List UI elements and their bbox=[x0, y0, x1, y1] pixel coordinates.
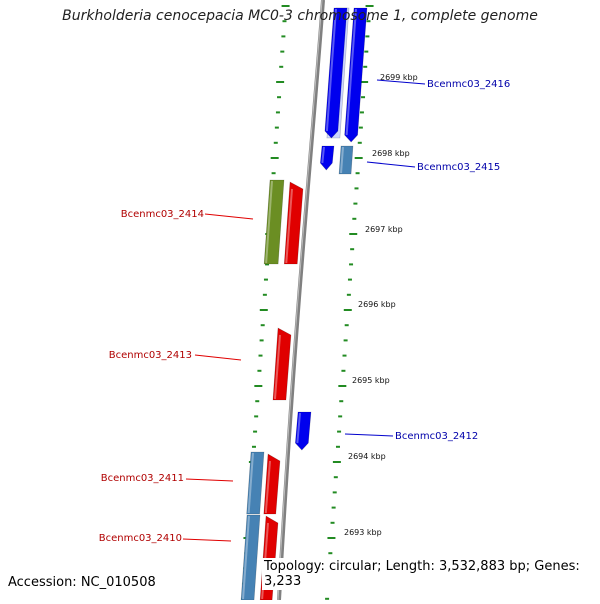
gene-bcenmc03-2413[interactable] bbox=[272, 327, 292, 401]
accession-text: Accession: NC_010508 bbox=[8, 575, 156, 590]
gene-bcenmc03-2411-shine bbox=[264, 460, 271, 514]
gene-leader-line bbox=[344, 433, 394, 437]
map-title: Burkholderia cenocepacia MC0-3 chromosom… bbox=[62, 8, 538, 24]
inner-tick-ring bbox=[325, 5, 374, 600]
gene-bcenmc03-2412[interactable] bbox=[295, 411, 312, 451]
gene-bcenmc03-2411-steel[interactable] bbox=[246, 451, 265, 515]
gene-leader-line bbox=[376, 79, 426, 85]
gene-label-bcenmc03-2416[interactable]: Bcenmc03_2416 bbox=[427, 79, 510, 90]
gene-leader-line bbox=[194, 354, 242, 361]
gene-bcenmc03-2411[interactable] bbox=[263, 453, 281, 515]
topology-text: Topology: circular; Length: 3,532,883 bp… bbox=[262, 558, 600, 590]
kbp-label-2693: 2693 kbp bbox=[344, 528, 382, 537]
gene-leader-line bbox=[185, 478, 234, 482]
gene-label-bcenmc03-2412[interactable]: Bcenmc03_2412 bbox=[395, 431, 478, 442]
gene-label-bcenmc03-2415[interactable]: Bcenmc03_2415 bbox=[417, 162, 500, 173]
gene-bcenmc03-2416-a[interactable] bbox=[324, 7, 348, 139]
chromosome-backbone bbox=[277, 0, 325, 601]
kbp-label-2695: 2695 kbp bbox=[352, 376, 390, 385]
gene-label-bcenmc03-2413[interactable]: Bcenmc03_2413 bbox=[109, 350, 192, 361]
gene-leader-line bbox=[182, 538, 232, 542]
kbp-label-2696: 2696 kbp bbox=[358, 300, 396, 309]
gene-bcenmc03-2411-steel-shine bbox=[247, 452, 254, 514]
gene-bcenmc03-2416-b-shine bbox=[345, 8, 357, 136]
gene-bcenmc03-2414[interactable] bbox=[283, 181, 304, 265]
gene-bcenmc03-2415-a-shine bbox=[321, 146, 325, 164]
gene-leader-line bbox=[204, 213, 254, 220]
kbp-label-2697: 2697 kbp bbox=[365, 225, 403, 234]
gene-bcenmc03-2416-a-shine bbox=[325, 8, 337, 132]
gene-bcenmc03-2410-steel-shine bbox=[242, 515, 250, 600]
gene-leader-line bbox=[366, 161, 416, 168]
gene-label-bcenmc03-2410[interactable]: Bcenmc03_2410 bbox=[99, 533, 182, 544]
gene-bcenmc03-2415-b[interactable] bbox=[338, 145, 354, 175]
gene-bcenmc03-2415-a[interactable] bbox=[320, 145, 335, 171]
gene-bcenmc03-2414-olive[interactable] bbox=[263, 179, 285, 265]
gene-bcenmc03-2416-b[interactable] bbox=[344, 7, 368, 143]
chromosome-backbone-highlight bbox=[277, 0, 323, 601]
gene-bcenmc03-2413-shine bbox=[273, 334, 281, 400]
gene-label-bcenmc03-2414[interactable]: Bcenmc03_2414 bbox=[121, 209, 204, 220]
gene-label-bcenmc03-2411[interactable]: Bcenmc03_2411 bbox=[101, 473, 184, 484]
gene-bcenmc03-2414-olive-shine bbox=[265, 180, 273, 264]
kbp-label-2699: 2699 kbp bbox=[380, 73, 418, 82]
gene-features bbox=[240, 7, 368, 601]
gene-label-layer: Bcenmc03_2414 Bcenmc03_2413 Bcenmc03_241… bbox=[99, 73, 511, 544]
gene-bcenmc03-2414-shine bbox=[285, 188, 293, 264]
gene-bcenmc03-2415-b-shine bbox=[340, 146, 344, 174]
kbp-label-2694: 2694 kbp bbox=[348, 452, 386, 461]
kbp-label-2698: 2698 kbp bbox=[372, 149, 410, 158]
gene-bcenmc03-2412-shine bbox=[296, 412, 301, 444]
